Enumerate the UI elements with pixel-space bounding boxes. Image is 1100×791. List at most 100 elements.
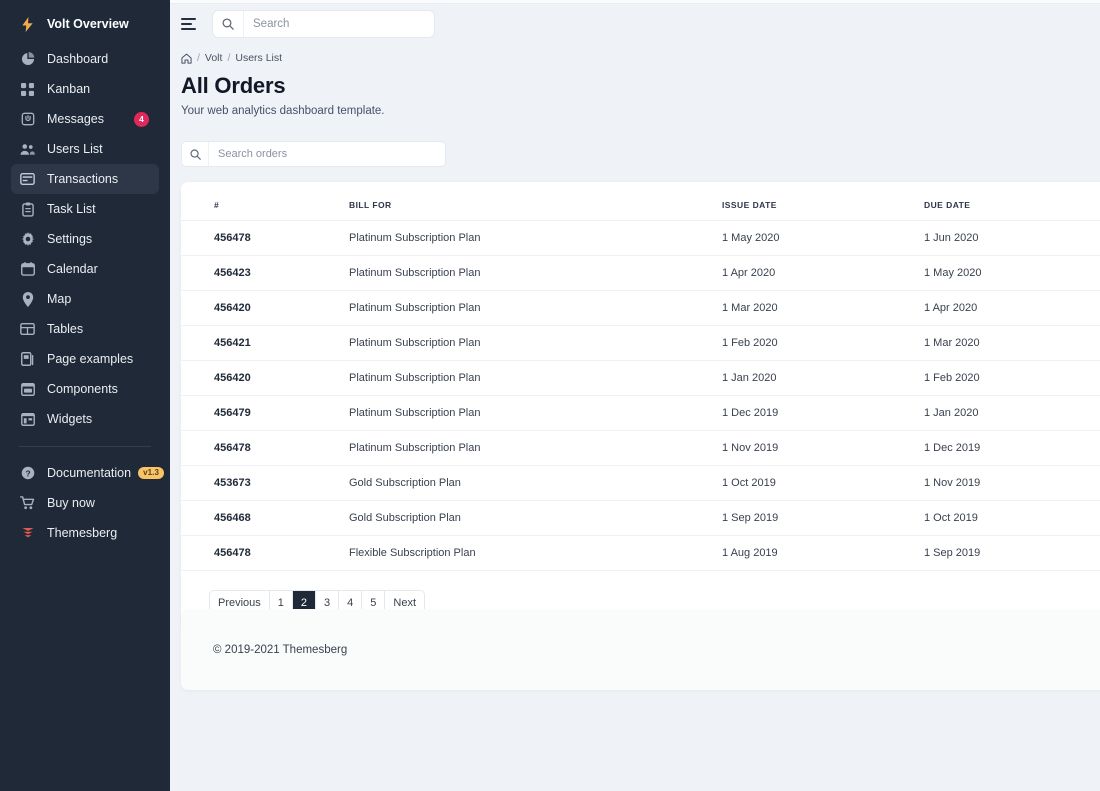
sidebar-divider (19, 446, 151, 447)
sidebar-item-documentation[interactable]: ? Documentation v1.3 (11, 458, 165, 488)
order-due-date: 1 Dec 2019 (924, 430, 1100, 466)
order-bill-for: Platinum Subscription Plan (349, 290, 722, 326)
sidebar-item-label: Page examples (47, 352, 134, 366)
cart-icon (19, 495, 36, 512)
sidebar-item-kanban[interactable]: Kanban (11, 74, 159, 104)
table-row[interactable]: 456468 Gold Subscription Plan 1 Sep 2019 1 … (181, 500, 1100, 536)
table-header-row: # BILL FOR ISSUE DATE DUE DATE (181, 182, 1100, 221)
sidebar-item-components[interactable]: Components (11, 374, 159, 404)
main-content: / Volt / Users List All Orders Your web … (170, 0, 1100, 791)
search-input[interactable] (244, 11, 434, 37)
svg-text:?: ? (25, 468, 30, 478)
sidebar-item-themesberg[interactable]: Themesberg (11, 518, 159, 548)
table-row[interactable]: 456421 Platinum Subscription Plan 1 Feb 20… (181, 325, 1100, 361)
orders-search[interactable] (181, 141, 446, 167)
sidebar-item-settings[interactable]: Settings (11, 224, 159, 254)
inbox-icon (19, 111, 36, 128)
users-icon (19, 141, 36, 158)
table-row[interactable]: 456479 Platinum Subscription Plan 1 Dec 20… (181, 395, 1100, 431)
order-id: 456478 (181, 535, 349, 571)
table-row[interactable]: 456420 Platinum Subscription Plan 1 Jan 20… (181, 360, 1100, 396)
search-icon (182, 142, 209, 166)
top-navbar-sliver (170, 0, 1100, 4)
question-circle-icon: ? (19, 465, 36, 482)
column-header-due-date[interactable]: DUE DATE (924, 182, 1100, 221)
sidebar-item-buy-now[interactable]: Buy now (11, 488, 159, 518)
order-id: 453673 (181, 465, 349, 501)
order-issue-date: 1 Jan 2020 (722, 360, 924, 396)
table-icon (19, 321, 36, 338)
table-row[interactable]: 456420 Platinum Subscription Plan 1 Mar 20… (181, 290, 1100, 326)
themesberg-logo-icon (19, 525, 36, 542)
pin-icon (19, 291, 36, 308)
search-icon (213, 11, 244, 37)
table-row[interactable]: 456478 Flexible Subscription Plan 1 Aug 20… (181, 535, 1100, 571)
order-bill-for: Platinum Subscription Plan (349, 255, 722, 291)
pages-icon (19, 351, 36, 368)
table-row[interactable]: 453673 Gold Subscription Plan 1 Oct 2019 1 … (181, 465, 1100, 501)
sidebar-item-label: Widgets (47, 412, 93, 426)
sidebar-item-users-list[interactable]: Users List (11, 134, 159, 164)
sidebar-item-label: Dashboard (47, 52, 109, 66)
messages-badge: 4 (134, 111, 149, 127)
clipboard-icon (19, 201, 36, 218)
components-icon (19, 381, 36, 398)
order-issue-date: 1 Oct 2019 (722, 465, 924, 501)
order-issue-date: 1 Aug 2019 (722, 535, 924, 571)
gear-icon (19, 231, 36, 248)
order-issue-date: 1 Dec 2019 (722, 395, 924, 431)
pie-chart-icon (19, 51, 36, 68)
order-issue-date: 1 Sep 2019 (722, 500, 924, 536)
order-due-date: 1 Oct 2019 (924, 500, 1100, 536)
orders-table-card: # BILL FOR ISSUE DATE DUE DATE 456478 Pla… (181, 182, 1100, 628)
sidebar-item-label: Calendar (47, 262, 98, 276)
sidebar-secondary-list: ? Documentation v1.3 Buy now Themesberg (0, 458, 170, 548)
sidebar-item-tables[interactable]: Tables (11, 314, 159, 344)
orders-table: # BILL FOR ISSUE DATE DUE DATE 456478 Pla… (181, 182, 1100, 571)
footer: © 2019-2021 Themesberg (181, 609, 1100, 690)
order-due-date: 1 Apr 2020 (924, 290, 1100, 326)
order-bill-for: Gold Subscription Plan (349, 465, 722, 501)
table-row[interactable]: 456478 Platinum Subscription Plan 1 May 20… (181, 220, 1100, 256)
sidebar-item-widgets[interactable]: Widgets (11, 404, 159, 434)
navbar-search[interactable] (212, 10, 435, 38)
orders-table-body: 456478 Platinum Subscription Plan 1 May 20… (181, 220, 1100, 571)
order-id: 456420 (181, 290, 349, 326)
column-header-id[interactable]: # (181, 182, 349, 221)
sidebar-item-dashboard[interactable]: Dashboard (11, 44, 159, 74)
sidebar-item-transactions[interactable]: Transactions (11, 164, 159, 194)
column-header-bill-for[interactable]: BILL FOR (349, 182, 722, 221)
breadcrumb-item-users-list[interactable]: Users List (235, 52, 283, 64)
home-icon[interactable] (181, 53, 192, 64)
sidebar-item-messages[interactable]: Messages 4 (11, 104, 159, 134)
sidebar-item-label: Users List (47, 142, 103, 156)
order-due-date: 1 Nov 2019 (924, 465, 1100, 501)
table-row[interactable]: 456423 Platinum Subscription Plan 1 Apr 20… (181, 255, 1100, 291)
breadcrumb: / Volt / Users List (181, 52, 385, 64)
sidebar-item-task-list[interactable]: Task List (11, 194, 159, 224)
sidebar-item-page-examples[interactable]: Page examples (11, 344, 159, 374)
breadcrumb-separator: / (227, 52, 231, 64)
table-row[interactable]: 456478 Platinum Subscription Plan 1 Nov 20… (181, 430, 1100, 466)
order-issue-date: 1 Nov 2019 (722, 430, 924, 466)
sidebar-item-map[interactable]: Map (11, 284, 159, 314)
grid-icon (19, 81, 36, 98)
sidebar-item-label: Buy now (47, 496, 95, 510)
order-issue-date: 1 May 2020 (722, 220, 924, 256)
sidebar-nav-list: Volt Overview Dashboard Kanban Messages … (0, 8, 170, 434)
orders-search-input[interactable] (209, 142, 445, 166)
order-bill-for: Platinum Subscription Plan (349, 430, 722, 466)
order-issue-date: 1 Apr 2020 (722, 255, 924, 291)
sidebar: Volt Overview Dashboard Kanban Messages … (0, 0, 170, 791)
card-icon (19, 171, 36, 188)
breadcrumb-item-volt[interactable]: Volt (204, 52, 223, 64)
column-header-issue-date[interactable]: ISSUE DATE (722, 182, 924, 221)
sidebar-item-calendar[interactable]: Calendar (11, 254, 159, 284)
hamburger-icon[interactable] (181, 13, 203, 35)
sidebar-item-volt-overview[interactable]: Volt Overview (11, 8, 159, 40)
order-bill-for: Platinum Subscription Plan (349, 395, 722, 431)
order-bill-for: Platinum Subscription Plan (349, 360, 722, 396)
sidebar-item-label: Themesberg (47, 526, 118, 540)
sidebar-item-label: Tables (47, 322, 84, 336)
sidebar-brand-label: Volt Overview (47, 17, 129, 31)
